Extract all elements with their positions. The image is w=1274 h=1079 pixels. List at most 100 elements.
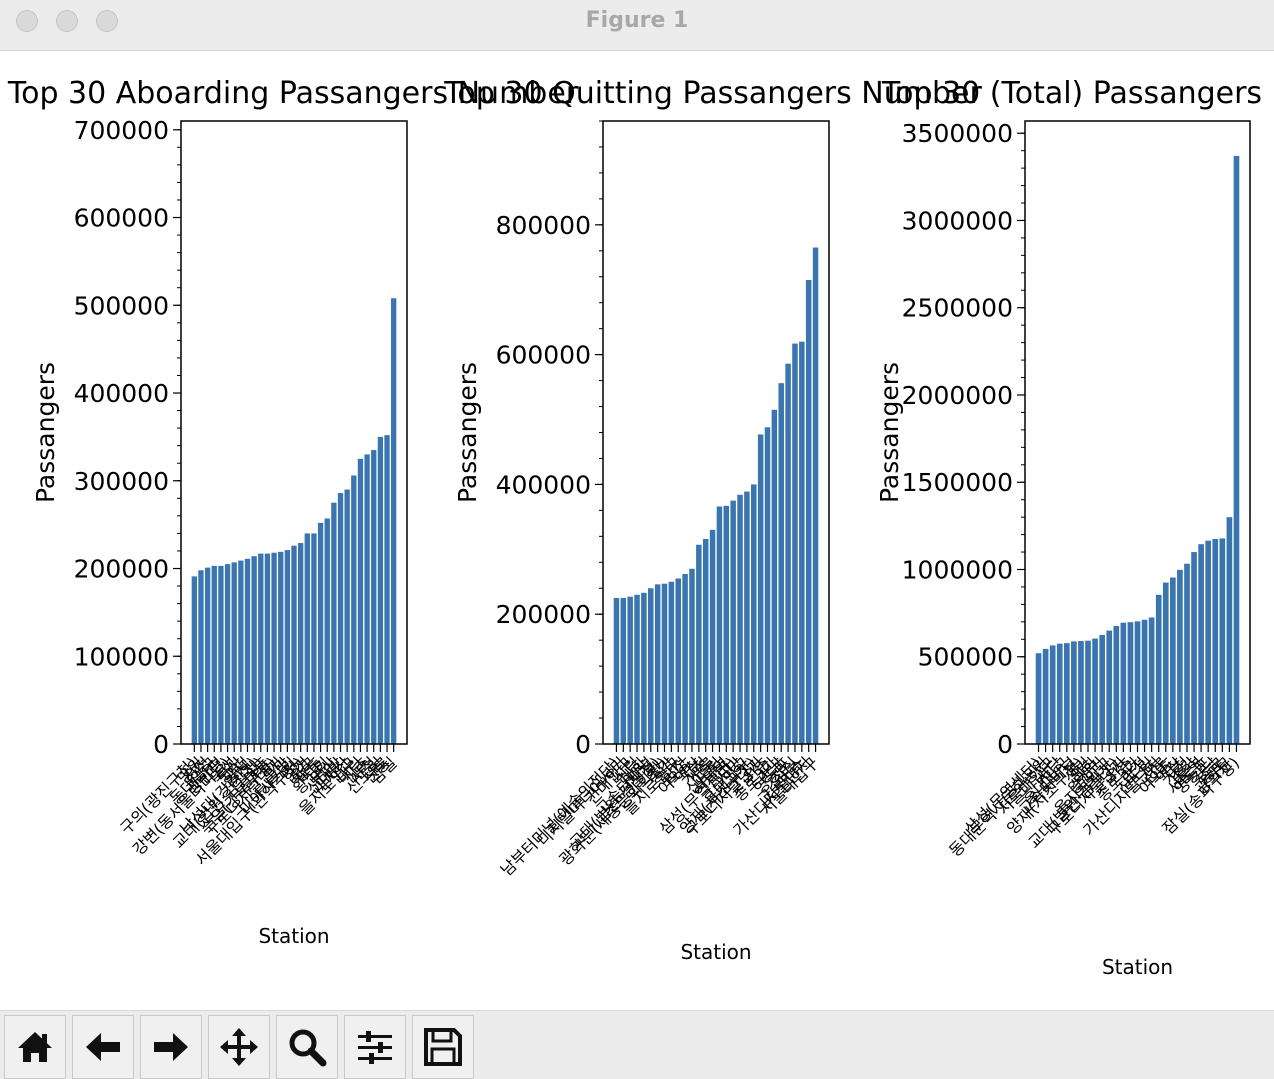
bar [1226,517,1233,744]
zoom-button[interactable] [276,1015,338,1079]
minimize-window-button[interactable] [56,10,78,32]
y-tick-label: 500000 [918,643,1013,672]
magnifier-icon [289,1029,327,1067]
bar [324,518,330,744]
bar [357,458,364,744]
bar [284,550,291,744]
subplot-1: 0 100000 200000 300000 400000 500000 600000 700… [7,76,579,948]
y-tick-label: 600000 [74,204,169,233]
bar [1205,540,1212,744]
bar [737,494,743,744]
bar [641,592,647,744]
bar [264,553,271,744]
bar [1212,538,1219,744]
bar [384,435,390,744]
axes-frame [180,120,408,745]
arrow-right-icon [154,1033,188,1061]
y-tick-label: 0 [997,730,1013,759]
bar [297,543,304,744]
bar [1078,641,1084,744]
y-tick-label: 600000 [496,341,591,370]
bar [1141,619,1148,744]
bar [317,522,324,744]
bar [696,544,702,744]
bar [391,298,397,744]
bar [792,343,798,744]
bar [668,581,675,744]
x-axis-label: Station [680,940,751,964]
bar [675,578,681,744]
bar [191,576,197,744]
bar [702,538,709,744]
bar [709,529,716,744]
chart-title: Top 30 Aboarding Passangers Number [7,76,579,111]
axes-frame [1024,120,1251,745]
y-tick-label: 0 [575,730,591,759]
y-tick-label: 200000 [74,555,169,584]
bar [337,493,344,744]
bar [244,558,251,744]
bar [377,436,384,744]
bar [224,564,231,744]
bar [1162,582,1169,744]
bar [1113,626,1120,744]
bar [799,341,805,744]
back-button[interactable] [72,1015,134,1079]
bar [805,279,812,744]
bar [744,491,750,744]
bar [620,597,627,744]
arrow-left-icon [86,1033,120,1061]
x-axis-label: Station [258,924,329,948]
bar [351,475,357,744]
bar [654,584,661,744]
sliders-icon [358,1031,392,1064]
y-tick-label: 300000 [74,467,169,496]
zoom-window-button[interactable] [96,10,118,32]
bar [1155,594,1162,744]
navigation-toolbar [0,1010,1274,1079]
pan-button[interactable] [208,1015,270,1079]
y-tick-label: 3000000 [902,206,1013,235]
bar [344,489,350,744]
bar [1198,544,1204,744]
bar [1184,563,1190,744]
bar [1120,622,1127,744]
y-tick-label: 800000 [496,211,591,240]
figure-canvas: 0 100000 200000 300000 400000 500000 600000 700… [7,76,1262,979]
y-tick-label: 3500000 [902,119,1013,148]
bar [278,551,284,744]
close-window-button[interactable] [16,10,38,32]
bar [1035,653,1042,744]
forward-button[interactable] [140,1015,202,1079]
configure-subplots-button[interactable] [344,1015,406,1079]
y-tick-label: 500000 [74,291,169,320]
bar [627,596,633,744]
bar [1170,577,1176,744]
y-tick-label: 2500000 [902,294,1013,323]
bar [1148,617,1155,744]
x-axis-label: Station [1102,955,1173,979]
y-tick-label: 100000 [74,642,169,671]
y-tick-label: 200000 [496,600,591,629]
bar [371,450,377,744]
bar [198,570,204,744]
y-tick-label: 700000 [74,116,169,145]
bar [730,500,736,744]
bar [613,597,620,744]
subplot-3: 0 500000 1000000 1500000 2000000 2500000 30000… [875,76,1262,979]
y-axis-label: Passangers [453,362,482,503]
bar [757,434,764,744]
bar [251,556,257,744]
floppy-disk-icon [424,1028,462,1066]
save-button[interactable] [412,1015,474,1079]
y-axis-label: Passangers [31,362,60,503]
bar [634,594,640,744]
chart-title: Top 30 (Total) Passangers [881,76,1262,111]
y-tick-label: 1500000 [902,468,1013,497]
y-tick-label: 400000 [74,379,169,408]
y-tick-label: 1000000 [902,555,1013,584]
bar [771,409,778,744]
subplot-2: 0 200000 400000 600000 800000 Top 30 Quitting… [443,76,982,964]
home-button[interactable] [4,1015,66,1079]
bar [231,562,237,744]
